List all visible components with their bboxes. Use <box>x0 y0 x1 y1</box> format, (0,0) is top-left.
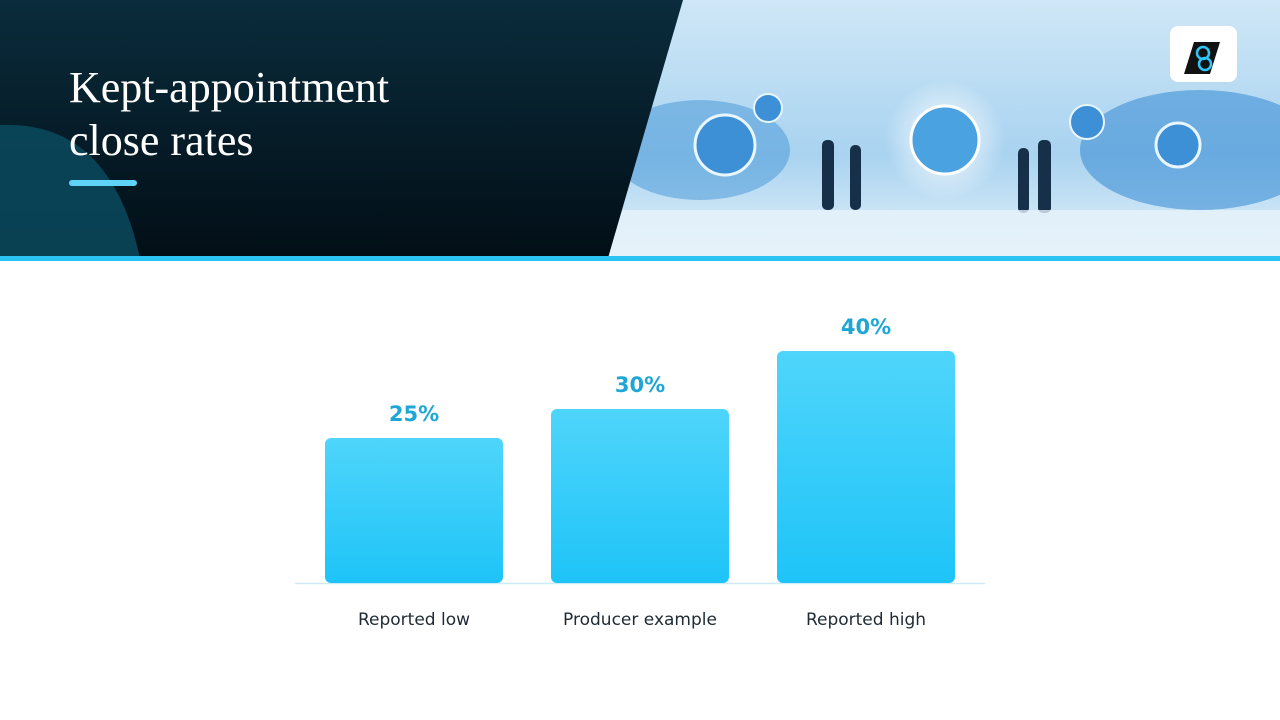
chart-title: Kept-appointment <box>69 63 389 112</box>
bar <box>325 438 503 583</box>
bar <box>777 351 955 583</box>
logo <box>1170 26 1237 82</box>
bar <box>551 409 729 583</box>
x-tick-label: Producer example <box>563 610 717 630</box>
x-tick-label: Reported low <box>358 610 470 630</box>
x-tick-label: Reported high <box>806 610 926 630</box>
title-underline <box>69 180 137 186</box>
header-panel <box>0 0 683 258</box>
header-rule <box>0 256 1280 261</box>
header-illustration <box>600 0 1280 258</box>
value-label: 30% <box>615 373 665 397</box>
header-shape <box>0 124 140 259</box>
value-label: 25% <box>389 402 439 426</box>
chart-title: close rates <box>69 116 253 165</box>
value-label: 40% <box>841 315 891 339</box>
